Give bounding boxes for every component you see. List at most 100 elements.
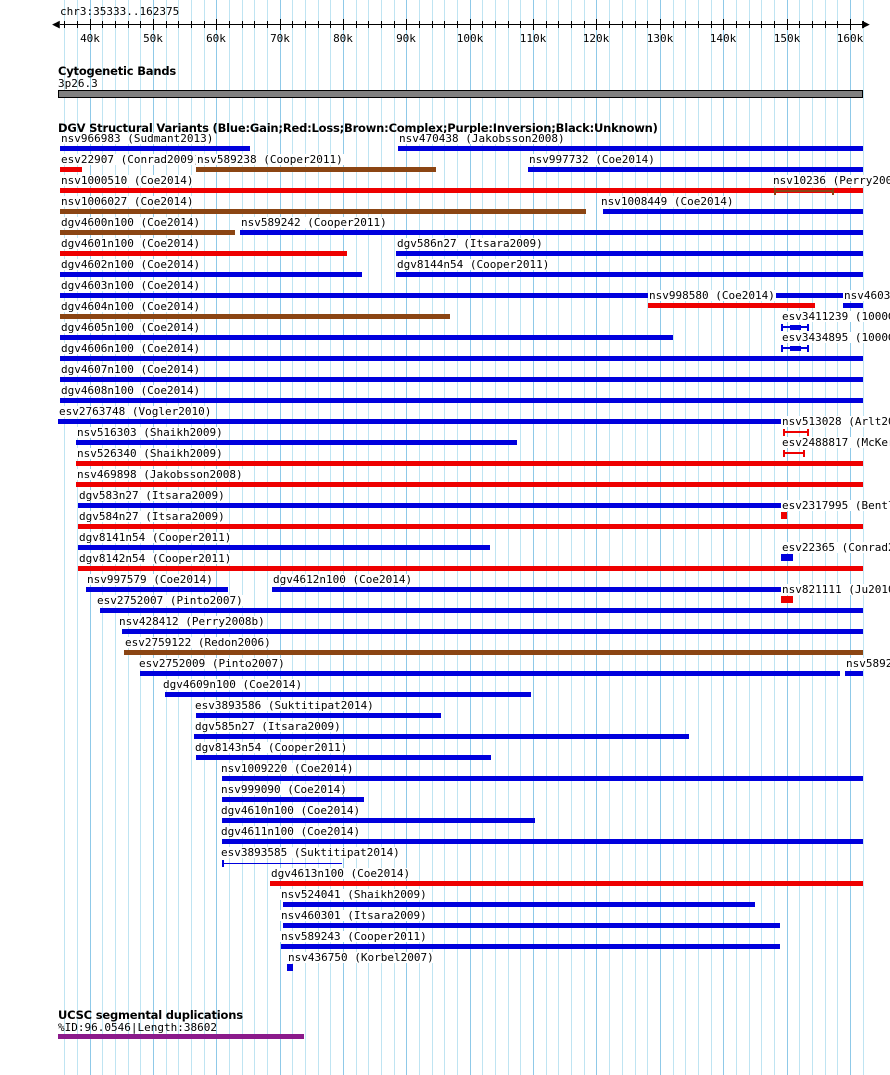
variant-bar[interactable] <box>283 902 755 907</box>
variant-bar[interactable] <box>272 587 863 592</box>
variant-label[interactable]: dgv8144n54 (Cooper2011) <box>396 258 551 271</box>
variant-label[interactable]: esv2752007 (Pinto2007) <box>96 594 244 607</box>
variant-bar[interactable] <box>222 776 863 781</box>
variant-label[interactable]: dgv4607n100 (Coe2014) <box>60 363 202 376</box>
variant-label[interactable]: esv3434895 (1000Ge <box>781 332 890 343</box>
variant-bar[interactable] <box>78 524 863 529</box>
variant-label[interactable]: esv2763748 (Vogler2010) <box>58 405 213 418</box>
variant-bar[interactable] <box>140 671 840 676</box>
variant-label[interactable]: nsv966983 (Sudmant2013) <box>60 132 215 145</box>
variant-label[interactable]: dgv8142n54 (Cooper2011) <box>78 552 233 565</box>
variant-ibeam-feature[interactable] <box>774 188 834 195</box>
variant-label[interactable]: dgv8141n54 (Cooper2011) <box>78 531 233 544</box>
variant-bar[interactable] <box>398 146 863 151</box>
variant-label[interactable]: dgv583n27 (Itsara2009) <box>78 489 226 502</box>
variant-label[interactable]: nsv10236 (Perry2008b) <box>772 175 890 186</box>
variant-bar[interactable] <box>845 671 863 676</box>
variant-bar[interactable] <box>60 167 82 172</box>
variant-bar[interactable] <box>78 566 863 571</box>
variant-label[interactable]: esv2488817 (McKern <box>781 437 890 448</box>
variant-bar[interactable] <box>60 356 863 361</box>
variant-label[interactable]: dgv4606n100 (Coe2014) <box>60 342 202 355</box>
variant-label[interactable]: nsv821111 (Ju2010 <box>781 584 890 595</box>
variant-label[interactable]: nsv58920 <box>845 658 890 669</box>
variant-bar[interactable] <box>396 251 863 256</box>
variant-label[interactable]: esv3411239 (1000Ge <box>781 311 890 322</box>
variant-point-marker[interactable] <box>781 512 787 519</box>
variant-label[interactable]: nsv436750 (Korbel2007) <box>287 951 435 964</box>
variant-bar[interactable] <box>281 944 780 949</box>
variant-bar[interactable] <box>76 482 863 487</box>
variant-label[interactable]: dgv4604n100 (Coe2014) <box>60 300 202 313</box>
variant-bar[interactable] <box>100 608 863 613</box>
variant-ibeam-feature[interactable] <box>781 345 809 352</box>
variant-bar[interactable] <box>196 755 491 760</box>
variant-bar[interactable] <box>196 167 436 172</box>
variant-label[interactable]: nsv589238 (Cooper2011) <box>196 153 344 166</box>
variant-bar[interactable] <box>196 713 441 718</box>
variant-label[interactable]: esv22907 (Conrad2009) <box>60 153 202 166</box>
variant-bar[interactable] <box>843 303 863 308</box>
ruler-left-arrow[interactable]: ◀ <box>52 17 60 32</box>
variant-bar[interactable] <box>76 440 517 445</box>
variant-bar[interactable] <box>60 230 235 235</box>
variant-ibeam-feature[interactable] <box>781 324 809 331</box>
variant-label[interactable]: nsv997579 (Coe2014) <box>86 573 214 586</box>
variant-label[interactable]: nsv999090 (Coe2014) <box>220 783 348 796</box>
variant-label[interactable]: dgv4600n100 (Coe2014) <box>60 216 202 229</box>
variant-label[interactable]: nsv589243 (Cooper2011) <box>280 930 428 943</box>
variant-label[interactable]: dgv4613n100 (Coe2014) <box>270 867 412 880</box>
genome-ruler[interactable]: chr3:35333..162375 ◀ ▶ 40k 50k 60k 70k 80k 90… <box>0 0 890 52</box>
variant-label[interactable]: nsv516303 (Shaikh2009) <box>76 426 224 439</box>
variant-label[interactable]: dgv8143n54 (Cooper2011) <box>194 741 349 754</box>
variant-label[interactable]: esv22365 (Conrad2 <box>781 542 890 553</box>
variant-bar[interactable] <box>222 839 863 844</box>
variant-label[interactable]: nsv460301 (Itsara2009) <box>280 909 428 922</box>
variant-label[interactable]: nsv526340 (Shaikh2009) <box>76 447 224 460</box>
variant-bar[interactable] <box>60 293 863 298</box>
variant-bar[interactable] <box>603 209 863 214</box>
variant-bar[interactable] <box>122 629 863 634</box>
variant-bar[interactable] <box>76 461 863 466</box>
cytoband-bar[interactable] <box>58 90 863 98</box>
variant-bar[interactable] <box>60 272 362 277</box>
variant-label[interactable]: esv3893585 (Suktitipat2014) <box>220 846 401 859</box>
variant-bar[interactable] <box>240 230 863 235</box>
variant-ibeam-feature[interactable] <box>783 450 805 457</box>
variant-label[interactable]: esv2759122 (Redon2006) <box>124 636 272 649</box>
variant-thin-feature[interactable] <box>222 860 342 867</box>
variant-bar[interactable] <box>78 545 490 550</box>
variant-label[interactable]: nsv513028 (Arlt201 <box>781 416 890 427</box>
variant-bar[interactable] <box>194 734 689 739</box>
variant-bar[interactable] <box>222 818 535 823</box>
variant-bar[interactable] <box>648 303 815 308</box>
variant-bar[interactable] <box>60 314 450 319</box>
variant-bar[interactable] <box>270 881 863 886</box>
variant-label[interactable]: nsv998580 (Coe2014) <box>648 289 776 302</box>
variant-bar[interactable] <box>396 272 863 277</box>
variant-label[interactable]: nsv997732 (Coe2014) <box>528 153 656 166</box>
variant-label[interactable]: nsv428412 (Perry2008b) <box>118 615 266 628</box>
variant-label[interactable]: esv3893586 (Suktitipat2014) <box>194 699 375 712</box>
variant-bar[interactable] <box>60 335 673 340</box>
variant-label[interactable]: dgv586n27 (Itsara2009) <box>396 237 544 250</box>
variant-bar[interactable] <box>60 377 863 382</box>
variant-label[interactable]: dgv585n27 (Itsara2009) <box>194 720 342 733</box>
variant-bar[interactable] <box>60 209 586 214</box>
variant-label[interactable]: dgv4612n100 (Coe2014) <box>272 573 414 586</box>
variant-label[interactable]: nsv1000510 (Coe2014) <box>60 174 195 187</box>
variant-label[interactable]: esv2752009 (Pinto2007) <box>138 657 286 670</box>
variant-bar[interactable] <box>165 692 531 697</box>
variant-bar[interactable] <box>283 923 780 928</box>
variant-bar[interactable] <box>60 251 347 256</box>
variant-label[interactable]: esv2317995 (Bentle <box>781 500 890 511</box>
variant-label[interactable]: nsv470438 (Jakobsson2008) <box>398 132 566 145</box>
variant-label[interactable]: dgv4603n100 (Coe2014) <box>60 279 202 292</box>
variant-ibeam-feature[interactable] <box>783 429 809 436</box>
variant-label[interactable]: dgv4601n100 (Coe2014) <box>60 237 202 250</box>
variant-bar[interactable] <box>60 188 863 193</box>
variant-label[interactable]: nsv589242 (Cooper2011) <box>240 216 388 229</box>
variant-label[interactable]: dgv4608n100 (Coe2014) <box>60 384 202 397</box>
variant-bar[interactable] <box>528 167 863 172</box>
variant-label[interactable]: dgv4602n100 (Coe2014) <box>60 258 202 271</box>
